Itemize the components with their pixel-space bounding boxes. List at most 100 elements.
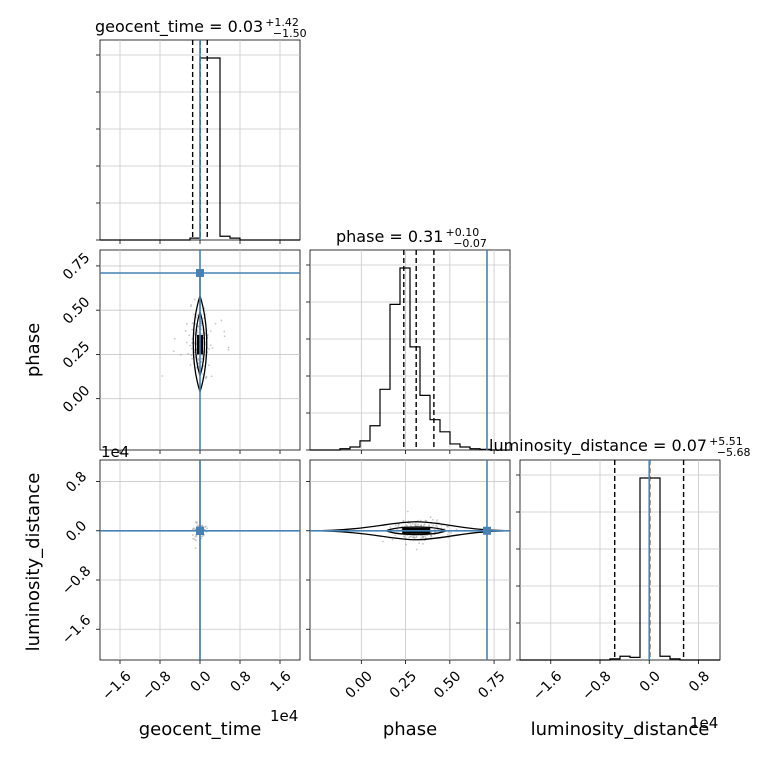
sample-point (195, 522, 198, 525)
sample-point (193, 527, 195, 530)
y-axis-label-luminosity-distance: luminosity_distance (23, 473, 44, 652)
title-geocent-time: geocent_time = 0.03 +1.42 −1.50 (95, 16, 307, 40)
sample-point (431, 518, 434, 521)
sample-point (193, 313, 196, 316)
sample-point (423, 524, 425, 526)
sample-point (184, 330, 187, 332)
title-phase-main: phase = 0.31 (336, 227, 443, 246)
sample-point (194, 539, 197, 542)
x-axis-label-geocent-time: geocent_time (139, 719, 262, 740)
sample-point (196, 524, 199, 527)
panel-phase-hist (309, 249, 511, 451)
sample-point (201, 524, 204, 527)
x-tick-label: 0.00 (343, 668, 376, 701)
sample-point (206, 527, 208, 530)
title-phase-upper: +0.10 (445, 226, 479, 239)
histograms-layer (100, 57, 720, 661)
y-tick-label: −1.6 (59, 612, 94, 647)
sample-point (207, 364, 210, 367)
y-tick-label: 0.8 (63, 469, 90, 496)
sample-point (201, 354, 204, 357)
sample-point (204, 525, 207, 528)
sample-point (410, 524, 412, 527)
sample-point (402, 520, 405, 523)
panel-luminosity-distance-vs-phase (309, 459, 511, 661)
sample-point (415, 536, 418, 539)
sample-point (210, 375, 213, 378)
sample-point (179, 353, 182, 356)
y-tick-label: 0.50 (60, 294, 93, 327)
sample-point (391, 538, 394, 541)
x-tick-label: 0.0 (188, 668, 215, 695)
truth-marker (196, 526, 204, 535)
sample-point (209, 344, 212, 347)
x-tick-label: −1.6 (530, 668, 565, 703)
x-tick-label: −0.8 (139, 668, 174, 703)
sample-point (419, 519, 422, 522)
sample-point (405, 543, 407, 546)
title-luminosity-distance-main: luminosity_distance = 0.07 (489, 436, 707, 456)
sample-point (396, 528, 398, 531)
sample-points-layer (161, 298, 458, 551)
offset-label-geocent-time-x: 1e4 (270, 707, 298, 725)
sample-point (191, 328, 194, 331)
sample-point (194, 535, 197, 538)
y-tick-label: −0.8 (59, 563, 94, 598)
sample-point (447, 525, 450, 528)
sample-point (189, 305, 192, 308)
sample-point (188, 334, 191, 337)
sample-point (200, 328, 203, 331)
truth-marker (196, 269, 204, 278)
sample-point (406, 510, 409, 513)
sample-point (185, 341, 188, 344)
sample-point (191, 322, 194, 325)
sample-point (403, 536, 406, 538)
sample-point (425, 519, 428, 522)
sample-point (189, 364, 192, 366)
sample-point (418, 542, 421, 545)
title-luminosity-distance-lower: −5.68 (717, 446, 751, 459)
sample-point (223, 335, 226, 338)
title-luminosity-distance: luminosity_distance = 0.07 +5.51 −5.68 (489, 435, 751, 459)
sample-point (450, 531, 453, 534)
sample-point (382, 540, 384, 543)
x-tick-label: 1.6 (268, 668, 295, 695)
title-geocent-time-lower: −1.50 (273, 27, 307, 40)
sample-point (204, 377, 207, 380)
x-tick-label: 0.75 (475, 668, 508, 701)
panel-luminosity-distance-hist (519, 459, 721, 661)
sample-point (161, 375, 164, 377)
sample-point (200, 322, 203, 325)
sample-point (197, 325, 199, 328)
quantile-lines-layer (191, 40, 685, 660)
contours-layer (100, 273, 511, 660)
sample-point (397, 525, 400, 527)
title-phase-lower: −0.07 (453, 237, 487, 250)
title-geocent-time-upper: +1.42 (265, 16, 299, 29)
title-luminosity-distance-upper: +5.51 (709, 435, 743, 448)
sample-point (173, 337, 176, 340)
sample-point (191, 534, 194, 536)
x-axis-label-luminosity-distance: luminosity_distance (531, 719, 710, 740)
sample-point (220, 319, 223, 322)
sample-point (211, 347, 214, 349)
y-tick-label: 0.75 (60, 250, 93, 283)
histogram-geocent_time (100, 57, 300, 241)
sample-point (172, 350, 175, 353)
sample-point (436, 519, 438, 522)
sample-point (417, 523, 419, 526)
sample-point (424, 534, 426, 537)
sample-point (428, 524, 430, 527)
sample-point (194, 547, 197, 550)
sample-point (411, 536, 414, 539)
x-tick-label: 0.50 (431, 668, 464, 701)
sample-point (197, 331, 199, 334)
title-geocent-time-main: geocent_time = 0.03 (95, 17, 263, 37)
x-tick-label: −1.6 (99, 668, 134, 703)
sample-point (192, 537, 195, 540)
sample-point (389, 526, 392, 529)
sample-point (411, 523, 414, 525)
sample-point (440, 524, 443, 527)
x-tick-label: 0.8 (228, 668, 255, 695)
